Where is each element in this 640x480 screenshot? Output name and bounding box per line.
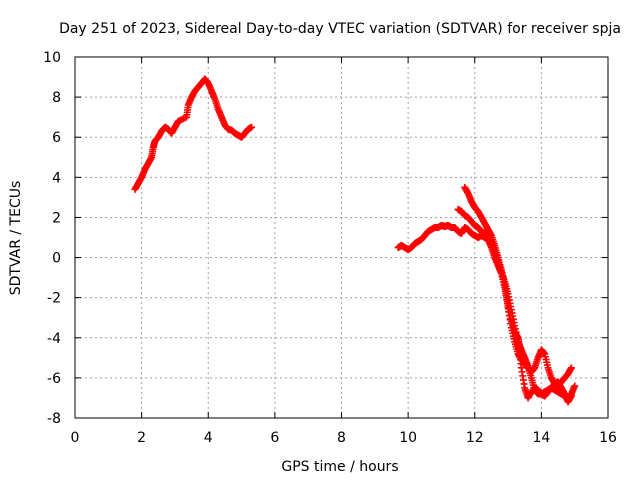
y-tick-label: -8 xyxy=(47,411,61,427)
series-segment-1 xyxy=(131,75,256,193)
y-tick-label: 4 xyxy=(52,170,61,186)
y-tick-label: 8 xyxy=(52,90,61,106)
series-segment-4 xyxy=(454,205,575,406)
x-axis-label: GPS time / hours xyxy=(281,459,398,475)
y-tick-label: 6 xyxy=(52,130,61,146)
y-tick-label: -2 xyxy=(47,291,61,307)
x-tick-label: 4 xyxy=(204,430,213,446)
y-tick-label: 10 xyxy=(43,50,61,66)
x-tick-label: 10 xyxy=(399,430,417,446)
y-tick-label: 0 xyxy=(52,251,61,267)
y-tick-label: -6 xyxy=(47,371,61,387)
x-tick-label: 14 xyxy=(532,430,550,446)
data-series xyxy=(131,75,579,406)
x-tick-label: 0 xyxy=(71,430,80,446)
x-tick-label: 8 xyxy=(337,430,346,446)
data-point xyxy=(248,123,256,131)
data-point xyxy=(571,382,579,390)
data-point xyxy=(567,392,575,400)
x-tick-label: 6 xyxy=(270,430,279,446)
axis-ticks: 0 2 4 6 8 10 12 14 16 -8 -6 -4 -2 0 2 4 6 8 10 xyxy=(43,50,617,446)
x-tick-label: 2 xyxy=(137,430,146,446)
y-tick-label: -4 xyxy=(47,331,61,347)
y-tick-label: 2 xyxy=(52,210,61,226)
x-tick-label: 12 xyxy=(466,430,484,446)
chart-title: Day 251 of 2023, Sidereal Day-to-day VTE… xyxy=(59,21,621,37)
data-point xyxy=(567,364,575,372)
y-axis-label: SDTVAR / TECUs xyxy=(8,181,24,296)
x-tick-label: 16 xyxy=(599,430,617,446)
